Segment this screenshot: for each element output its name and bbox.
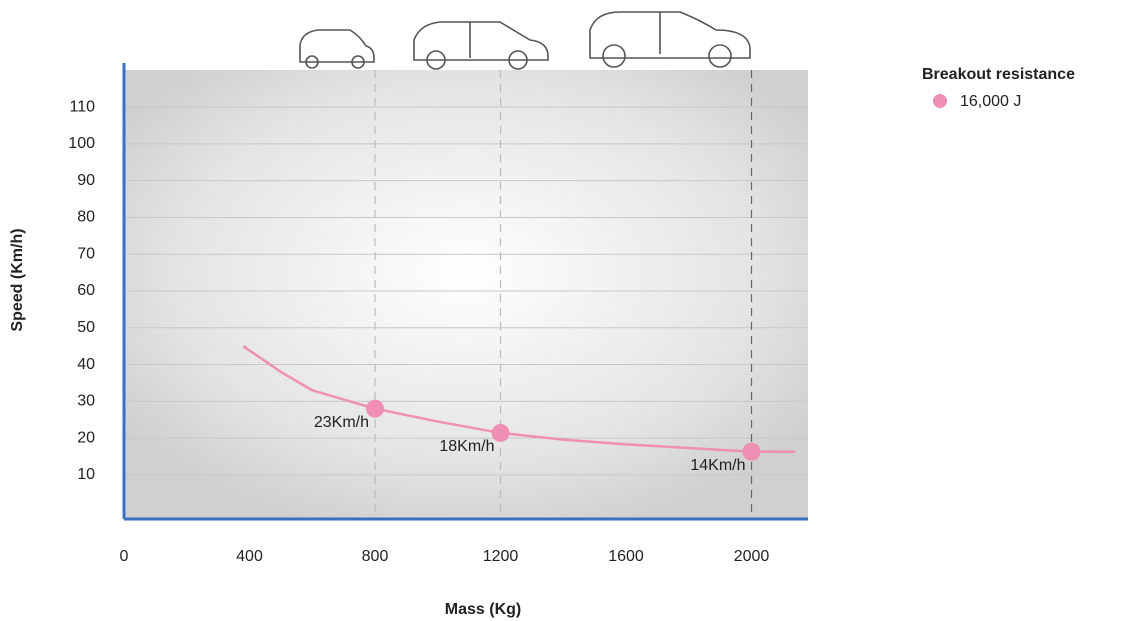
small-car-icon [299, 29, 375, 69]
y-tick-label: 70 [77, 245, 95, 262]
car-icons [299, 11, 751, 70]
y-tick-label: 110 [69, 98, 95, 115]
data-point [491, 423, 510, 442]
y-tick-label: 80 [77, 209, 95, 226]
x-tick-label: 400 [236, 548, 263, 565]
legend-marker [933, 94, 947, 108]
medium-car-icon [413, 21, 549, 70]
x-axis-title: Mass (Kg) [445, 601, 521, 618]
data-point [742, 442, 761, 461]
point-annotation: 23Km/h [314, 414, 369, 431]
x-tick-label: 800 [362, 548, 389, 565]
y-tick-label: 50 [77, 319, 95, 336]
point-annotation: 14Km/h [690, 457, 745, 474]
y-tick-label: 10 [77, 466, 95, 483]
x-tick-label: 2000 [734, 548, 770, 565]
y-tick-label: 30 [77, 393, 95, 410]
large-car-icon [589, 11, 751, 68]
y-tick-label: 40 [77, 356, 95, 373]
y-tick-label: 100 [68, 135, 95, 152]
data-point [366, 399, 385, 418]
y-tick-label: 90 [77, 172, 95, 189]
legend-title: Breakout resistance [922, 66, 1075, 83]
y-tick-label: 20 [77, 429, 95, 446]
x-tick-label: 1200 [483, 548, 519, 565]
point-annotation: 18Km/h [439, 438, 494, 455]
y-axis-title: Speed (Km/h) [9, 228, 26, 331]
plot-background [124, 70, 808, 519]
x-tick-label: 1600 [608, 548, 644, 565]
x-tick-label: 0 [120, 548, 129, 565]
y-tick-label: 60 [77, 282, 95, 299]
legend-label: 16,000 J [960, 93, 1021, 110]
